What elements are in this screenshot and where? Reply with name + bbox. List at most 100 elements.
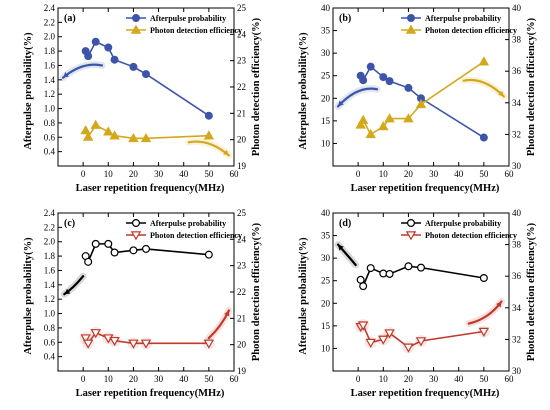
trend-arrow-head: [63, 72, 69, 78]
panel-label: (c): [64, 218, 75, 229]
y-right-axis-title: Photon detection efficiency(%): [251, 17, 262, 156]
series-afterpulse: [356, 62, 488, 142]
x-tick-label: 10: [379, 374, 389, 384]
series-afterpulse: [356, 262, 488, 291]
data-point: [110, 248, 119, 257]
data-point: [128, 339, 139, 349]
y-left-tick-label: 2.4: [44, 3, 56, 13]
x-tick-label: 30: [429, 374, 439, 384]
y-left-tick-label: 35: [321, 26, 331, 36]
panel-c: 0 10 20 30 40 50 60 0.4 0.6 0.8 1.0 1.2 1.4 1.6 1.8 2.0…: [23, 208, 262, 399]
y-right-tick-label: 32: [512, 129, 521, 139]
data-point: [478, 56, 490, 66]
legend-swatch-marker: [132, 14, 141, 23]
data-point: [140, 339, 152, 349]
y-right-tick-label: 19: [237, 161, 247, 171]
legend-swatch-marker: [130, 24, 142, 34]
x-tick-label: 60: [505, 169, 515, 179]
data-point: [479, 274, 488, 283]
x-tick-label: 20: [404, 169, 414, 179]
data-point: [203, 130, 215, 140]
legend: Afterpulse probability Photon detection e…: [126, 219, 242, 241]
data-point: [384, 113, 395, 123]
data-point: [80, 125, 91, 135]
trend-arrow-1: [205, 306, 233, 342]
data-point: [203, 339, 215, 349]
y-left-tick-label: 2.4: [44, 208, 56, 218]
trend-arrow-head: [338, 100, 344, 107]
y-left-tick-label: 0.8: [44, 323, 56, 333]
y-left-tick-label: 10: [321, 138, 331, 148]
x-tick-label: 0: [81, 169, 86, 179]
data-point: [385, 77, 394, 86]
y-left-tick-label: 0.4: [44, 352, 56, 362]
x-tick-label: 10: [104, 169, 114, 179]
data-point: [82, 339, 94, 349]
trend-arrow-0: [334, 85, 381, 110]
series-afterpulse: [81, 239, 213, 266]
y-right-tick-label: 34: [512, 303, 522, 313]
y-left-tick-label: 15: [321, 321, 331, 331]
y-right-tick-label: 20: [237, 135, 247, 145]
data-point: [142, 244, 151, 253]
x-tick-label: 0: [356, 374, 361, 384]
y-left-tick-label: 10: [321, 343, 331, 353]
data-point: [384, 329, 395, 339]
x-axis-title: Laser repetition frequency(MHz): [351, 388, 500, 399]
data-point: [109, 336, 120, 347]
trend-arrow-head: [224, 310, 230, 317]
x-tick-label: 20: [404, 374, 414, 384]
y-left-tick-label: 1.4: [44, 75, 56, 85]
data-point: [404, 83, 413, 92]
data-point: [109, 130, 120, 140]
data-point: [404, 262, 413, 271]
legend-label: Afterpulse probability: [150, 219, 226, 228]
y-left-tick-label: 0.6: [44, 337, 56, 347]
trend-arrow-halo: [465, 297, 505, 328]
y-left-tick-label: 2.0: [44, 237, 56, 247]
y-left-tick-label: 1.6: [44, 60, 56, 70]
data-point: [359, 282, 368, 291]
plot-frame: [332, 212, 510, 372]
data-point: [378, 121, 389, 131]
y-right-tick-label: 23: [237, 56, 247, 66]
y-left-tick-label: 15: [321, 116, 331, 126]
y-right-tick-label: 36: [512, 271, 522, 281]
panel-a: 0 10 20 30 40 50 60 0.4 0.6 0.8 1.0 1.2 1.4 1.6 1.8 2.0…: [23, 3, 262, 194]
series-pde: [79, 326, 215, 350]
y-right-tick-label: 38: [512, 35, 522, 45]
trend-arrow-head: [223, 149, 229, 156]
legend-swatch-marker: [405, 24, 417, 34]
y-left-tick-label: 1.8: [44, 251, 56, 261]
y-left-tick-label: 20: [321, 93, 331, 103]
data-point: [359, 76, 368, 85]
trend-arrow-1: [460, 76, 508, 100]
data-point: [378, 335, 389, 345]
x-tick-label: 30: [429, 169, 439, 179]
y-left-tick-label: 1.6: [44, 265, 56, 275]
data-point: [129, 62, 138, 71]
data-point: [417, 263, 426, 272]
data-point: [91, 239, 100, 248]
y-left-tick-label: 1.0: [44, 309, 56, 319]
series-afterpulse: [81, 37, 213, 120]
legend: Afterpulse probability Photon detection e…: [401, 219, 517, 241]
y-right-tick-label: 25: [237, 208, 247, 218]
data-point: [140, 132, 152, 143]
x-tick-label: 20: [129, 374, 139, 384]
y-right-tick-label: 23: [237, 261, 247, 271]
trend-arrow-head: [64, 288, 71, 295]
data-point: [142, 70, 151, 79]
trend-arrow-head: [498, 90, 504, 97]
legend-swatch-marker: [130, 231, 142, 241]
data-point: [110, 55, 119, 64]
y-left-axis-title: Afterpulse probability(%): [23, 237, 34, 355]
plot-frame: [332, 7, 510, 167]
y-right-tick-label: 24: [237, 234, 247, 244]
data-point: [479, 133, 488, 142]
y-left-tick-label: 30: [321, 48, 331, 58]
data-point: [204, 250, 213, 259]
y-right-tick-label: 19: [237, 366, 247, 376]
y-right-tick-label: 36: [512, 66, 522, 76]
panel-d: 0 10 20 30 40 50 60 10 15 20 25 30 35 40 30 32 34 36 38 40 L…: [298, 208, 537, 399]
